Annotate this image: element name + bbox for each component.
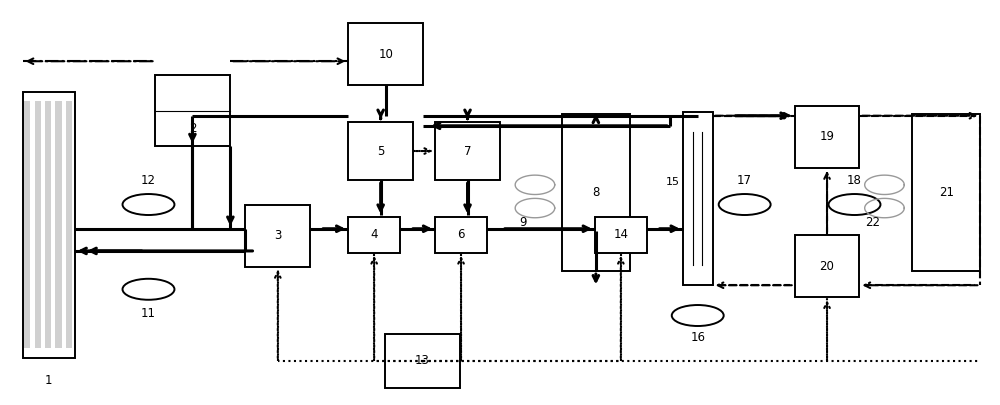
- Bar: [348, 23, 423, 85]
- Text: 11: 11: [141, 307, 156, 320]
- Ellipse shape: [829, 194, 880, 215]
- Bar: [23, 92, 75, 358]
- Ellipse shape: [123, 194, 174, 215]
- Bar: [912, 114, 980, 271]
- Text: 6: 6: [457, 228, 465, 241]
- Text: 19: 19: [820, 130, 835, 143]
- Text: 3: 3: [274, 229, 281, 242]
- Text: 7: 7: [464, 145, 471, 158]
- Bar: [795, 106, 859, 168]
- Text: 10: 10: [378, 48, 393, 61]
- Ellipse shape: [123, 279, 174, 300]
- Text: 15: 15: [666, 177, 680, 188]
- Bar: [45, 102, 51, 348]
- Text: 8: 8: [592, 186, 600, 199]
- Text: 2: 2: [189, 122, 197, 135]
- Text: 16: 16: [690, 331, 705, 344]
- Text: 1: 1: [45, 373, 52, 387]
- Bar: [562, 114, 630, 271]
- Text: 20: 20: [820, 260, 834, 273]
- Bar: [24, 102, 30, 348]
- Ellipse shape: [672, 305, 724, 326]
- Text: 17: 17: [737, 174, 752, 187]
- Bar: [385, 334, 460, 388]
- Bar: [435, 217, 487, 253]
- Text: 9: 9: [519, 216, 527, 229]
- Text: 22: 22: [865, 216, 880, 229]
- Text: 5: 5: [377, 145, 384, 158]
- Bar: [66, 102, 72, 348]
- Bar: [595, 217, 647, 253]
- Bar: [55, 102, 62, 348]
- Text: 21: 21: [939, 186, 954, 199]
- Bar: [795, 235, 859, 297]
- Bar: [683, 112, 713, 285]
- Bar: [245, 205, 310, 267]
- Ellipse shape: [719, 194, 771, 215]
- Text: 13: 13: [415, 354, 430, 367]
- Bar: [155, 75, 230, 146]
- Bar: [348, 217, 400, 253]
- Text: 18: 18: [847, 174, 862, 187]
- Text: 14: 14: [613, 228, 628, 241]
- Bar: [435, 122, 500, 180]
- Text: 12: 12: [141, 174, 156, 187]
- Bar: [35, 102, 41, 348]
- Text: 4: 4: [370, 228, 378, 241]
- Bar: [348, 122, 413, 180]
